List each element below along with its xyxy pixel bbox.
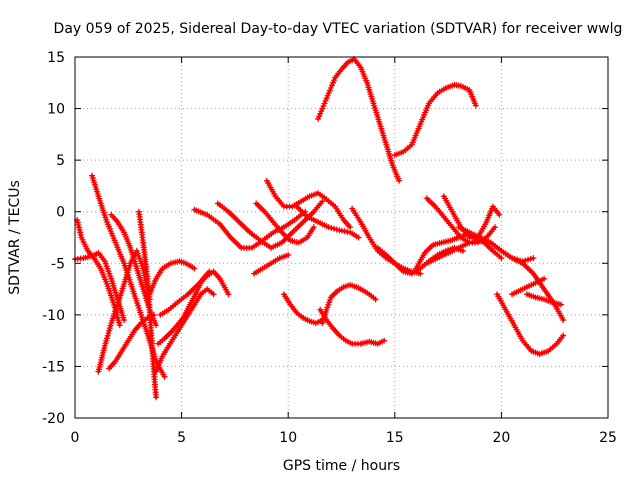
series-line [154, 287, 216, 374]
data-point [396, 177, 403, 184]
series-arc27 [440, 193, 503, 241]
data-point [210, 291, 217, 298]
series-line [350, 207, 422, 276]
data-point [417, 270, 424, 277]
data-point [355, 234, 362, 241]
data-point [530, 255, 537, 262]
series-arc17 [293, 203, 362, 241]
y-tick-label: 0 [56, 205, 65, 221]
data-point [347, 224, 354, 231]
series-arc21 [315, 56, 403, 184]
series-arc8 [146, 258, 198, 298]
x-axis-label: GPS time / hours [283, 458, 400, 474]
data-point [121, 317, 128, 324]
data-point [310, 224, 317, 231]
series-arc20 [317, 306, 388, 347]
data-point [522, 257, 529, 264]
series-arc11 [157, 268, 232, 318]
x-tick-label: 15 [386, 430, 404, 446]
y-tick-label: 5 [56, 153, 65, 169]
y-tick-label: -10 [42, 308, 65, 324]
series-arc32 [523, 291, 565, 308]
series-arc23 [349, 205, 424, 277]
data-point [325, 224, 332, 231]
data-series-layer [72, 56, 567, 401]
series-arc14 [253, 200, 317, 246]
series-arc9 [153, 286, 217, 375]
series-arc22 [391, 81, 479, 158]
data-point [460, 247, 467, 254]
data-point [472, 102, 479, 109]
data-point [492, 224, 499, 231]
chart-title: Day 059 of 2025, Sidereal Day-to-day VTE… [54, 21, 623, 37]
y-tick-label: -5 [51, 256, 65, 272]
series-arc18 [280, 291, 326, 327]
plot-frame [74, 56, 609, 419]
data-point [496, 211, 503, 218]
data-point [225, 291, 232, 298]
series-arc5 [106, 311, 157, 372]
series-line [316, 57, 401, 183]
series-arc15 [251, 252, 292, 277]
x-tick-label: 5 [177, 430, 186, 446]
series-arc13 [214, 198, 326, 251]
data-point [525, 256, 532, 263]
y-tick-label: 10 [47, 102, 65, 118]
series-arc2 [72, 249, 128, 324]
data-point [560, 317, 567, 324]
data-point [372, 296, 379, 303]
data-point [333, 226, 340, 233]
data-point [153, 322, 160, 329]
data-point [161, 373, 168, 380]
y-tick-label: -20 [42, 411, 65, 427]
data-point [319, 198, 326, 205]
data-point [285, 252, 292, 259]
data-point [328, 224, 335, 231]
series-arc30 [494, 291, 567, 358]
data-point [527, 255, 534, 262]
x-tick-label: 0 [71, 430, 80, 446]
x-tick-label: 25 [599, 430, 617, 446]
y-axis-label: SDTVAR / TECUs [7, 180, 23, 295]
data-point [558, 301, 565, 308]
series-arc31 [509, 275, 548, 298]
data-point [116, 322, 123, 329]
data-point [560, 332, 567, 339]
axis-ticks: 0 5 10 15 20 25 -20 -15 -10 -5 0 5 10 15 [42, 50, 617, 446]
x-tick-label: 20 [492, 430, 510, 446]
series-arc12 [191, 206, 309, 251]
data-point [153, 394, 160, 401]
data-point [541, 275, 548, 282]
series-arc16 [263, 177, 354, 231]
y-tick-label: -15 [42, 359, 65, 375]
data-point [191, 265, 198, 272]
x-tick-label: 10 [279, 430, 297, 446]
data-point [498, 255, 505, 262]
data-point [331, 225, 338, 232]
data-point [381, 337, 388, 344]
y-tick-label: 15 [47, 50, 65, 66]
grid-lines [75, 57, 608, 418]
